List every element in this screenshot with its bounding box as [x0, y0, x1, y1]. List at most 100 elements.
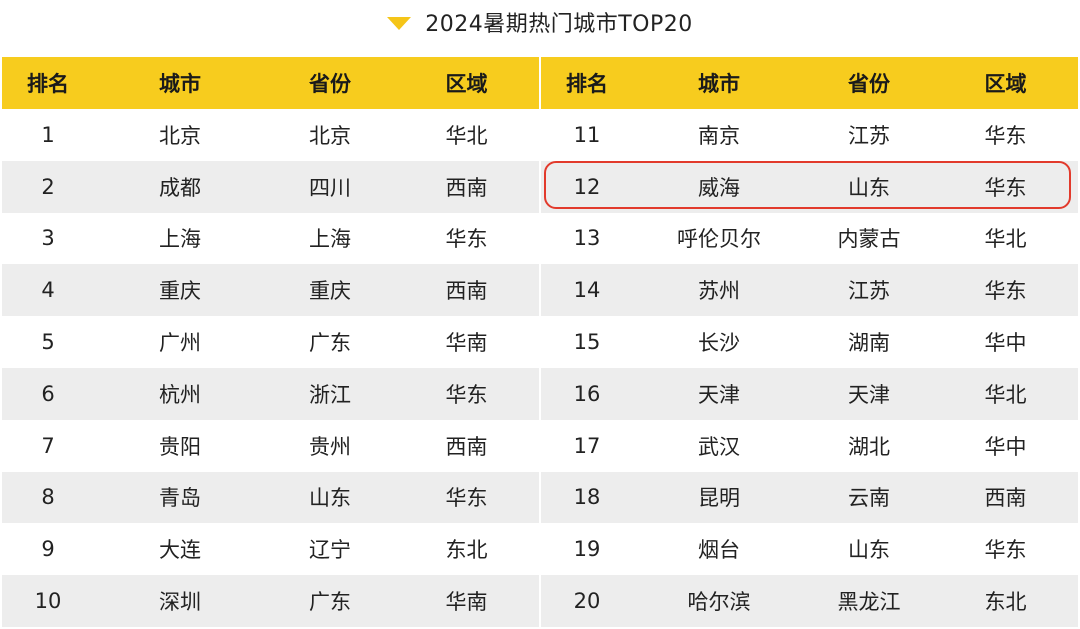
header-region: 区域	[394, 57, 539, 109]
province-cell: 重庆	[266, 264, 394, 317]
table-row: 17 武汉 湖北 华中	[541, 419, 1078, 472]
region-cell: 华北	[933, 367, 1078, 420]
province-cell: 上海	[266, 212, 394, 265]
table-row: 3 上海 上海 华东	[2, 212, 539, 265]
city-cell: 呼伦贝尔	[633, 212, 805, 265]
province-cell: 云南	[805, 471, 933, 524]
rank-cell: 2	[2, 160, 94, 213]
rank-cell: 4	[2, 264, 94, 317]
header-region: 区域	[933, 57, 1078, 109]
city-cell: 武汉	[633, 419, 805, 472]
province-cell: 内蒙古	[805, 212, 933, 265]
table-row: 5 广州 广东 华南	[2, 316, 539, 368]
province-cell: 山东	[266, 471, 394, 524]
rank-cell: 11	[541, 109, 633, 161]
city-cell: 广州	[94, 316, 266, 368]
table-row: 16 天津 天津 华北	[541, 367, 1078, 420]
triangle-down-icon	[387, 16, 412, 30]
region-cell: 华中	[933, 316, 1078, 368]
header-rank: 排名	[2, 57, 94, 109]
city-cell: 杭州	[94, 367, 266, 420]
header-province: 省份	[266, 57, 394, 109]
table-row: 11 南京 江苏 华东	[541, 109, 1078, 161]
region-cell: 西南	[933, 471, 1078, 524]
city-cell: 贵阳	[94, 419, 266, 472]
header-city: 城市	[633, 57, 805, 109]
region-cell: 华东	[933, 109, 1078, 161]
city-cell: 威海	[633, 160, 805, 213]
ranking-table-right: 排名 城市 省份 区域 11 南京 江苏 华东 12 威海 山东 华东 13 呼…	[541, 57, 1078, 627]
rank-cell: 1	[2, 109, 94, 161]
province-cell: 四川	[266, 160, 394, 213]
region-cell: 华东	[394, 212, 539, 265]
table-row: 19 烟台 山东 华东	[541, 523, 1078, 576]
province-cell: 湖南	[805, 316, 933, 368]
rank-cell: 19	[541, 523, 633, 576]
province-cell: 北京	[266, 109, 394, 161]
table-row: 15 长沙 湖南 华中	[541, 316, 1078, 368]
header-rank: 排名	[541, 57, 633, 109]
city-cell: 上海	[94, 212, 266, 265]
header-province: 省份	[805, 57, 933, 109]
city-cell: 北京	[94, 109, 266, 161]
table-row: 7 贵阳 贵州 西南	[2, 419, 539, 472]
table-row: 2 成都 四川 西南	[2, 160, 539, 213]
rank-cell: 16	[541, 367, 633, 420]
table-header-row: 排名 城市 省份 区域	[2, 57, 539, 109]
province-cell: 贵州	[266, 419, 394, 472]
region-cell: 华东	[394, 367, 539, 420]
rank-cell: 14	[541, 264, 633, 317]
region-cell: 东北	[933, 575, 1078, 627]
rank-cell: 17	[541, 419, 633, 472]
region-cell: 华南	[394, 316, 539, 368]
province-cell: 湖北	[805, 419, 933, 472]
city-cell: 成都	[94, 160, 266, 213]
city-cell: 烟台	[633, 523, 805, 576]
city-cell: 大连	[94, 523, 266, 576]
region-cell: 华东	[933, 160, 1078, 213]
table-row: 20 哈尔滨 黑龙江 东北	[541, 575, 1078, 627]
header-city: 城市	[94, 57, 266, 109]
title-bar: 2024暑期热门城市TOP20	[0, 0, 1080, 44]
table-row-highlighted: 12 威海 山东 华东	[541, 160, 1078, 213]
rank-cell: 6	[2, 367, 94, 420]
province-cell: 天津	[805, 367, 933, 420]
region-cell: 华东	[933, 523, 1078, 576]
rank-cell: 8	[2, 471, 94, 524]
rank-cell: 20	[541, 575, 633, 627]
rank-cell: 12	[541, 160, 633, 213]
province-cell: 浙江	[266, 367, 394, 420]
region-cell: 东北	[394, 523, 539, 576]
region-cell: 华南	[394, 575, 539, 627]
province-cell: 广东	[266, 316, 394, 368]
province-cell: 山东	[805, 523, 933, 576]
table-row: 10 深圳 广东 华南	[2, 575, 539, 627]
ranking-table-left: 排名 城市 省份 区域 1 北京 北京 华北 2 成都 四川 西南 3 上海 上…	[2, 57, 539, 627]
province-cell: 江苏	[805, 264, 933, 317]
table-row: 8 青岛 山东 华东	[2, 471, 539, 524]
rank-cell: 18	[541, 471, 633, 524]
city-cell: 昆明	[633, 471, 805, 524]
city-cell: 青岛	[94, 471, 266, 524]
province-cell: 黑龙江	[805, 575, 933, 627]
rank-cell: 13	[541, 212, 633, 265]
page-title: 2024暑期热门城市TOP20	[425, 12, 693, 37]
rank-cell: 7	[2, 419, 94, 472]
region-cell: 华北	[394, 109, 539, 161]
rank-cell: 9	[2, 523, 94, 576]
table-row: 14 苏州 江苏 华东	[541, 264, 1078, 317]
city-cell: 长沙	[633, 316, 805, 368]
table-row: 1 北京 北京 华北	[2, 109, 539, 161]
province-cell: 江苏	[805, 109, 933, 161]
table-row: 18 昆明 云南 西南	[541, 471, 1078, 524]
province-cell: 山东	[805, 160, 933, 213]
rank-cell: 15	[541, 316, 633, 368]
city-cell: 苏州	[633, 264, 805, 317]
city-cell: 深圳	[94, 575, 266, 627]
table-row: 9 大连 辽宁 东北	[2, 523, 539, 576]
city-cell: 天津	[633, 367, 805, 420]
rank-cell: 10	[2, 575, 94, 627]
rank-cell: 5	[2, 316, 94, 368]
rank-cell: 3	[2, 212, 94, 265]
table-row: 6 杭州 浙江 华东	[2, 367, 539, 420]
